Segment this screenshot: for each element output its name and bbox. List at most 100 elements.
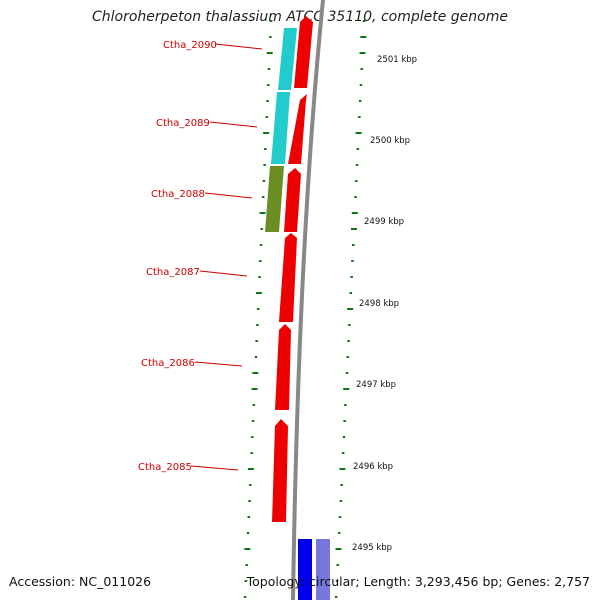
left-tick-28 [247,468,254,470]
label-line-2090 [214,43,263,50]
left-tick-15 [259,260,262,262]
genome-backbone [291,0,325,600]
right-tick-15 [351,260,354,262]
right-tick-2 [359,52,366,54]
right-tick-12 [351,212,358,214]
left-tick-3 [267,68,271,70]
left-tick-7 [263,132,270,134]
gene-labels: Ctha_2090 Ctha_2089 Ctha_2088 Ctha_2087 … [138,40,263,473]
left-tick-14 [259,244,263,246]
left-tick-36 [243,596,247,598]
left-tick-11 [261,196,265,198]
cds-red-5[interactable] [275,324,291,410]
map-title: Chloroherpeton thalassium ATCC 35110, co… [92,9,508,25]
left-tick-32 [246,532,250,534]
label-ctha-2085[interactable]: Ctha_2085 [138,462,192,473]
left-tick-marks [243,20,273,598]
topology-text: Topology: circular; Length: 3,293,456 bp… [246,574,590,589]
left-tick-24 [252,404,256,406]
right-tick-16 [350,276,353,278]
right-tick-36 [334,596,338,598]
right-tick-27 [341,452,345,454]
right-tick-28 [339,468,346,470]
left-tick-4 [267,84,270,86]
cds-red-2[interactable] [288,94,307,164]
left-tick-27 [250,452,253,454]
cds-ctha-2088[interactable] [265,166,284,232]
label-ctha-2088[interactable]: Ctha_2088 [151,189,205,200]
left-tick-10 [262,180,266,182]
left-tick-25 [251,420,255,422]
right-tick-4 [359,84,363,86]
right-tick-9 [355,164,359,166]
left-tick-34 [245,564,248,566]
right-tick-30 [339,500,343,502]
cds-ctha-2089[interactable] [271,92,290,164]
left-tick-35 [244,580,248,582]
right-tick-29 [340,484,343,486]
left-tick-31 [247,516,250,518]
right-tick-marks [334,20,367,598]
left-tick-22 [252,372,259,374]
right-tick-18 [347,308,354,310]
right-tick-34 [336,564,339,566]
left-tick-5 [266,100,269,102]
label-ctha-2089[interactable]: Ctha_2089 [156,118,210,129]
right-tick-26 [342,436,346,438]
right-tick-25 [343,420,346,422]
label-ctha-2090[interactable]: Ctha_2090 [163,40,217,51]
left-tick-18 [256,308,260,310]
scale-label-2500: 2500 kbp [370,136,410,146]
right-tick-33 [335,548,342,550]
cds-purple[interactable] [316,539,330,600]
right-tick-19 [348,324,351,326]
label-line-2086 [194,361,243,367]
left-tick-20 [255,340,258,342]
scale-labels: 2501 kbp 2500 kbp 2499 kbp 2498 kbp 2497… [352,55,417,553]
right-tick-32 [338,532,341,534]
cds-red-3[interactable] [284,168,301,232]
left-tick-23 [251,388,258,390]
left-tick-12 [259,212,266,214]
right-tick-14 [352,244,355,246]
label-ctha-2087[interactable]: Ctha_2087 [146,267,200,278]
left-tick-16 [258,276,261,278]
right-tick-11 [354,196,357,198]
left-tick-19 [256,324,259,326]
scale-label-2496: 2496 kbp [353,462,393,472]
right-tick-20 [347,340,350,342]
right-tick-35 [335,580,339,582]
left-tick-26 [251,436,254,438]
right-tick-8 [356,148,360,150]
left-tick-1 [269,36,272,38]
left-tick-13 [260,228,263,230]
right-tick-21 [346,356,349,358]
left-tick-6 [265,116,268,118]
right-tick-17 [349,292,353,294]
cds-blue[interactable] [298,539,312,600]
cds-red-4[interactable] [279,233,297,322]
left-tick-33 [244,548,251,550]
cds-red-1[interactable] [294,16,313,88]
accession-text: Accession: NC_011026 [9,574,152,589]
left-tick-30 [248,500,251,502]
right-tick-7 [355,132,362,134]
right-tick-24 [344,404,347,406]
cds-red-6[interactable] [272,419,288,522]
left-tick-9 [263,164,266,166]
label-line-2088 [204,192,253,199]
right-tick-3 [360,68,363,70]
scale-label-2501: 2501 kbp [377,55,417,65]
right-tick-1 [360,36,367,38]
left-tick-0 [269,20,273,22]
scale-label-2497: 2497 kbp [356,380,396,390]
left-tick-17 [255,292,262,294]
left-tick-8 [264,148,267,150]
label-ctha-2086[interactable]: Ctha_2086 [141,358,195,369]
right-tick-23 [343,388,350,390]
right-tick-5 [358,100,362,102]
right-tick-0 [362,20,366,22]
cds-ctha-2090[interactable] [278,28,297,90]
scale-label-2498: 2498 kbp [359,299,399,309]
left-tick-2 [266,52,273,54]
